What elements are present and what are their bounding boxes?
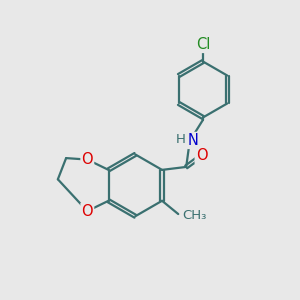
Text: O: O: [82, 204, 93, 219]
Text: O: O: [82, 152, 93, 167]
Text: CH₃: CH₃: [182, 209, 206, 222]
Text: N: N: [188, 133, 199, 148]
Text: Cl: Cl: [196, 37, 210, 52]
Text: O: O: [196, 148, 207, 163]
Text: H: H: [176, 133, 185, 146]
